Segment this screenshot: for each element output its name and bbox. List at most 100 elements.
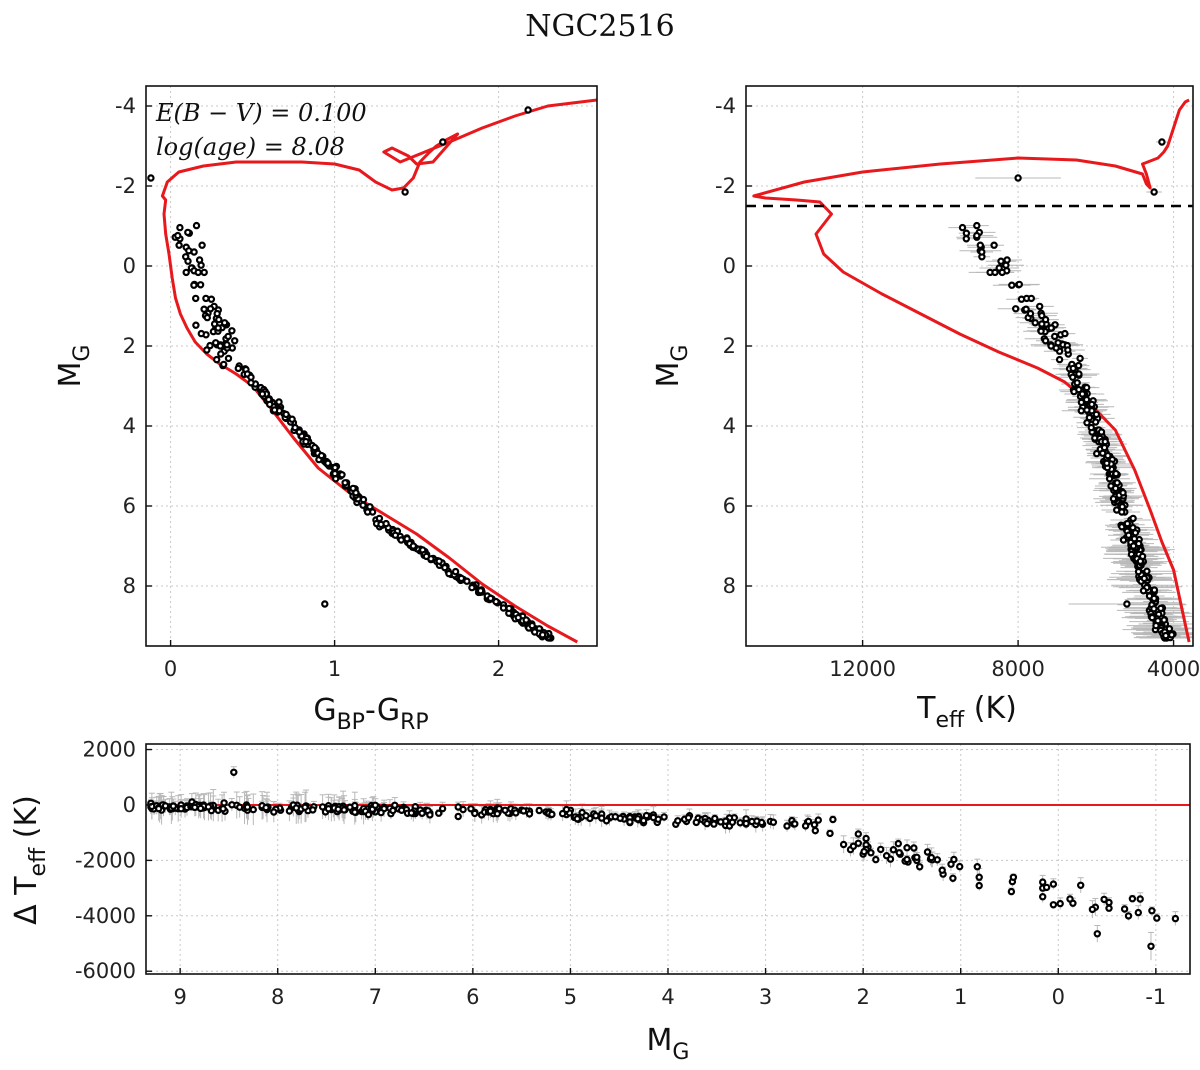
data-point — [224, 354, 233, 363]
teff-ylabel: MG — [651, 345, 693, 388]
y-tick-label: -6000 — [75, 959, 136, 983]
data-point — [426, 811, 434, 819]
data-point — [524, 106, 532, 114]
data-point — [422, 552, 431, 561]
data-point — [973, 863, 982, 871]
data-point — [1134, 908, 1143, 917]
data-point — [397, 806, 406, 815]
data-point — [1103, 459, 1111, 467]
data-point — [903, 844, 911, 852]
data-point — [519, 807, 528, 815]
data-point — [990, 241, 998, 249]
data-point — [1056, 899, 1064, 908]
data-point — [200, 305, 208, 313]
data-point — [439, 138, 447, 146]
data-point — [634, 815, 642, 823]
data-point — [1152, 621, 1160, 630]
data-point — [234, 364, 242, 373]
data-point — [154, 804, 163, 813]
x-tick-label: 4 — [661, 985, 674, 1009]
data-point — [1088, 400, 1096, 409]
data-point — [202, 294, 210, 303]
data-point — [826, 829, 834, 838]
data-point — [1119, 536, 1128, 544]
data-point — [975, 873, 983, 881]
cmd-annotation-ebv: E(B − V) = 0.100 — [155, 99, 367, 127]
data-point — [197, 261, 205, 269]
data-point — [1015, 280, 1024, 289]
data-point — [1026, 309, 1035, 318]
data-point — [1075, 370, 1083, 378]
cmd-panel: 0 1 2 -4 -2 0 2 4 6 8 E(B − V) = 0.100 log(age) =… — [53, 85, 598, 735]
data-point — [872, 855, 880, 864]
data-point — [196, 804, 205, 813]
data-point — [531, 628, 539, 636]
data-point — [998, 268, 1006, 277]
cmd-points — [147, 106, 555, 642]
data-point — [1008, 281, 1016, 289]
data-point — [486, 807, 495, 815]
data-point — [1100, 443, 1109, 452]
data-point — [1120, 905, 1129, 913]
data-point — [562, 805, 571, 814]
data-point — [783, 822, 791, 830]
data-point — [903, 855, 911, 864]
data-point — [214, 324, 222, 332]
data-point — [228, 801, 236, 809]
data-point — [1129, 542, 1138, 550]
data-point — [1129, 514, 1137, 523]
data-point — [769, 818, 778, 826]
data-point — [391, 531, 400, 539]
data-point — [913, 853, 921, 862]
data-point — [1064, 346, 1072, 354]
data-point — [213, 309, 221, 318]
data-point — [538, 631, 547, 639]
data-point — [467, 805, 475, 813]
data-point — [505, 604, 513, 613]
x-tick-label: -1 — [1145, 985, 1166, 1009]
data-point — [190, 248, 198, 256]
x-tick-label: 1 — [954, 985, 967, 1009]
data-point — [351, 808, 359, 816]
data-point — [249, 805, 257, 814]
isochrone-line — [160, 98, 597, 644]
data-point — [192, 321, 200, 329]
data-point — [499, 604, 508, 612]
data-point — [198, 241, 206, 249]
x-tick-label: 4000 — [1147, 657, 1200, 681]
data-point — [371, 801, 379, 810]
data-point — [1041, 337, 1050, 345]
data-point — [247, 379, 255, 387]
figure-title: NGC2516 — [525, 9, 675, 44]
data-point — [1076, 881, 1085, 890]
data-point — [389, 806, 397, 815]
data-point — [1085, 413, 1094, 422]
teff-grid — [746, 86, 1193, 646]
data-point — [219, 360, 228, 369]
x-tick-label: 6 — [466, 985, 479, 1009]
data-point — [582, 812, 590, 820]
data-point — [192, 221, 201, 230]
data-point — [1078, 390, 1087, 398]
data-point — [1054, 339, 1062, 347]
data-point — [962, 235, 971, 243]
data-point — [956, 862, 964, 871]
data-point — [1167, 631, 1176, 639]
y-tick-label: -4 — [715, 94, 736, 118]
data-point — [321, 600, 329, 608]
data-point — [401, 188, 409, 196]
y-tick-label: 0 — [123, 254, 136, 278]
data-point — [711, 814, 719, 823]
data-point — [217, 350, 225, 358]
data-point — [220, 319, 229, 327]
data-point — [230, 768, 238, 777]
data-point — [548, 810, 556, 819]
data-point — [212, 355, 221, 364]
data-point — [811, 826, 820, 835]
data-point — [331, 463, 339, 472]
teff-points — [958, 138, 1177, 642]
data-point — [1128, 895, 1137, 903]
data-point — [528, 621, 536, 630]
data-point — [1038, 893, 1047, 901]
data-point — [1027, 294, 1036, 303]
